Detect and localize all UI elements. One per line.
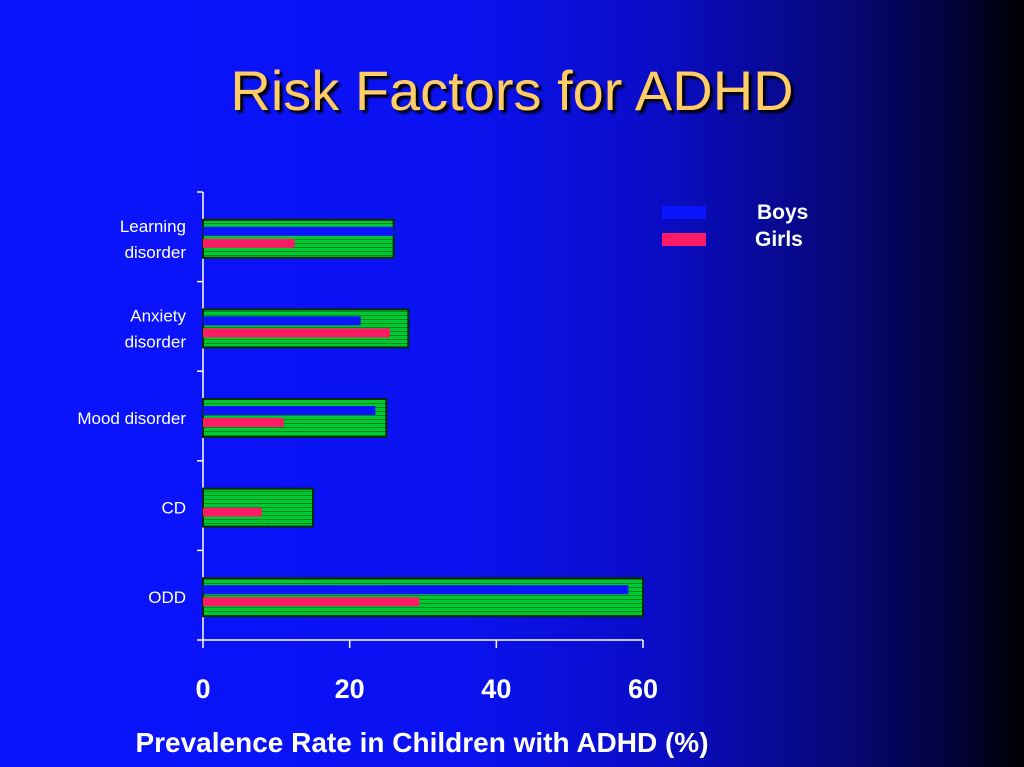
bar-girls bbox=[203, 238, 295, 248]
slide-title: Risk Factors for ADHD bbox=[230, 59, 794, 122]
category-label: Learning bbox=[120, 217, 186, 236]
category-label: CD bbox=[161, 499, 186, 518]
bar-boys bbox=[203, 226, 394, 236]
category-label: Anxiety bbox=[130, 306, 186, 325]
bar-boys bbox=[203, 406, 376, 415]
bar-boys bbox=[203, 585, 629, 595]
legend-swatch-boys bbox=[662, 206, 706, 219]
category-label: disorder bbox=[125, 332, 187, 351]
legend: Boys Girls bbox=[662, 201, 808, 251]
x-tick-label: 0 bbox=[195, 674, 210, 704]
bar-total bbox=[202, 218, 395, 259]
bar-girls bbox=[203, 328, 390, 338]
bar-girls bbox=[203, 597, 420, 607]
bar-total bbox=[202, 398, 388, 438]
category-label: disorder bbox=[125, 243, 187, 262]
x-axis-title: Prevalence Rate in Children with ADHD (%… bbox=[135, 727, 708, 758]
bar-total bbox=[202, 487, 314, 528]
plot-area: 0 20 40 60 Learning disorder Anxiety disorder Mo… bbox=[77, 191, 658, 704]
bar-boys bbox=[203, 316, 361, 326]
x-tick-label: 20 bbox=[335, 674, 365, 704]
x-tick-label: 40 bbox=[481, 674, 511, 704]
legend-label-girls: Girls bbox=[755, 228, 803, 251]
bar-girls bbox=[203, 418, 284, 427]
category-label: Mood disorder bbox=[77, 409, 186, 428]
legend-label-boys: Boys bbox=[757, 201, 808, 224]
category-label: ODD bbox=[148, 588, 186, 607]
bar-girls bbox=[203, 507, 262, 517]
legend-swatch-girls bbox=[662, 233, 706, 246]
x-tick-label: 60 bbox=[628, 674, 658, 704]
